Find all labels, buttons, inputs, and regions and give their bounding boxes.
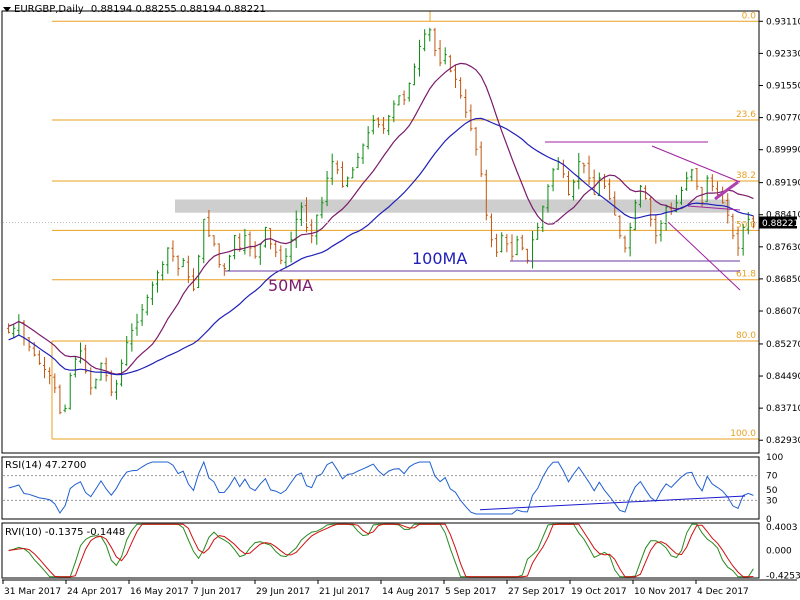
time-tick-label: 21 Jul 2017 — [319, 587, 370, 597]
ma100-label: 100MA — [412, 249, 467, 268]
resistance-zone — [175, 199, 730, 213]
current-price-box — [759, 216, 797, 229]
price-panel[interactable]: 0.93110 0.92330 0.91550 0.90770 0.89990 0.891… — [3, 11, 800, 446]
rvi-tick-label: 0.000 — [766, 547, 792, 557]
time-tick-label: 5 Sep 2017 — [445, 587, 496, 597]
ohlc-readout: 0.88194 0.88255 0.88194 0.88221 — [90, 4, 266, 15]
rsi-tick-label: 70 — [766, 472, 778, 482]
price-tick-label: 0.87630 — [766, 243, 800, 253]
trend-line — [687, 205, 741, 211]
price-panel-frame — [1, 10, 760, 454]
time-tick-label: 27 Sep 2017 — [508, 587, 565, 597]
price-tick-label: 0.90770 — [766, 114, 800, 124]
ma100-line — [8, 117, 754, 376]
time-axis: 31 Mar 2017 24 Apr 2017 16 May 2017 7 Jun 2… — [2, 580, 749, 597]
time-tick-label: 4 Dec 2017 — [697, 587, 749, 597]
rvi-tick-label: -0.4253 — [766, 571, 800, 581]
ma50-line — [8, 62, 754, 375]
price-tick-label: 0.91550 — [766, 81, 800, 91]
price-tick-label: 0.86850 — [766, 275, 800, 285]
chart-menu-icon[interactable] — [3, 7, 11, 12]
price-tick-label: 0.83710 — [766, 404, 800, 414]
time-tick-label: 14 Aug 2017 — [382, 587, 440, 597]
rvi-title: RVI(10) -0.1375 -0.1448 — [5, 527, 126, 538]
trend-line — [651, 145, 741, 183]
rsi-panel[interactable]: 100 70 30 0 50 — [3, 453, 783, 525]
rsi-trend-line — [479, 495, 746, 511]
rsi-line — [8, 460, 754, 515]
trend-arrow — [714, 180, 739, 201]
time-tick-label: 16 May 2017 — [130, 587, 189, 597]
price-tick-label: 0.92330 — [766, 49, 800, 59]
time-tick-label: 7 Jun 2017 — [193, 587, 241, 597]
trend-line — [667, 221, 741, 291]
symbol-label: EURGBP,Daily — [14, 4, 84, 15]
rsi-panel-frame — [1, 456, 760, 520]
rvi-signal-line — [8, 523, 754, 578]
time-tick-label: 29 Jun 2017 — [256, 587, 310, 597]
rsi-tick-label: 30 — [766, 496, 778, 506]
rvi-panel-frame — [1, 522, 760, 579]
rsi-value-label: 50 — [766, 486, 778, 496]
time-tick-label: 31 Mar 2017 — [4, 587, 61, 597]
fib-level-label: 80.0 — [736, 331, 756, 341]
ma50-label: 50MA — [268, 276, 313, 295]
price-tick-label: 0.82930 — [766, 436, 800, 446]
current-price-label: 0.88221 — [762, 219, 799, 229]
rsi-tick-label: 0 — [766, 515, 772, 525]
fib-level-label: 38.2 — [736, 171, 756, 181]
price-tick-label: 0.86070 — [766, 307, 800, 317]
fib-level-label: 23.6 — [736, 110, 756, 120]
price-tick-label: 0.84490 — [766, 372, 800, 382]
time-tick-label: 10 Nov 2017 — [634, 587, 692, 597]
rsi-title: RSI(14) 47.2700 — [5, 460, 87, 471]
price-tick-label: 0.89190 — [766, 179, 800, 189]
fib-level-label: 0.0 — [742, 11, 757, 21]
symbol-title: EURGBP,Daily 0.88194 0.88255 0.88194 0.8… — [14, 4, 266, 15]
time-tick-label: 19 Oct 2017 — [571, 587, 627, 597]
price-tick-label: 0.93110 — [766, 17, 800, 27]
price-tick-label: 0.89990 — [766, 146, 800, 156]
fib-level-label: 50.0 — [736, 220, 756, 230]
price-tick-label: 0.88410 — [766, 211, 800, 221]
fib-level-label: 61.8 — [736, 270, 756, 280]
fib-level-label: 100.0 — [730, 429, 756, 439]
time-tick-label: 24 Apr 2017 — [67, 587, 123, 597]
rvi-tick-label: 0.4003 — [766, 523, 798, 533]
rvi-panel[interactable]: 0.4003 0.000 -0.4253 — [8, 523, 800, 581]
rsi-tick-label: 100 — [766, 453, 783, 463]
price-tick-label: 0.85270 — [766, 340, 800, 350]
